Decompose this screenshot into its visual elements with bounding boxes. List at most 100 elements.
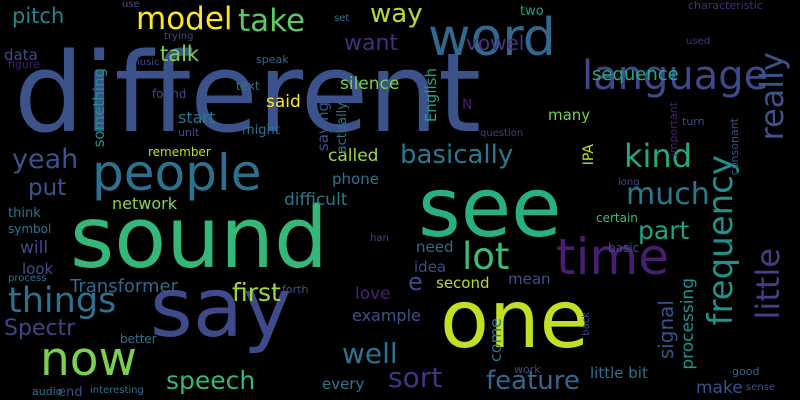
word-pitch: pitch (12, 4, 65, 28)
word-really: really (753, 52, 791, 141)
word-talk: talk (160, 42, 200, 66)
word-start: start (178, 108, 216, 127)
word-turn: turn (682, 115, 705, 128)
word-good: good (732, 365, 760, 378)
word-signal: signal (654, 300, 678, 360)
word-think: think (8, 206, 41, 221)
word-music: music (130, 57, 160, 68)
word-model: model (136, 1, 233, 37)
word-data: data (4, 46, 38, 64)
word-difficult: difficult (284, 190, 348, 210)
word-put: put (28, 175, 67, 201)
word-n: N (462, 97, 473, 113)
word-first: first (232, 278, 281, 307)
word-transformer: Transformer (70, 276, 179, 297)
word-spectr: Spectr (4, 316, 76, 341)
word-will: will (20, 238, 49, 258)
word-figure: figure (8, 58, 40, 71)
word-long: long (618, 177, 640, 188)
word-two: two (520, 4, 544, 19)
word-better: better (120, 332, 157, 346)
word-one: one (440, 273, 589, 366)
word-trying: trying (164, 31, 194, 42)
word-idea: idea (414, 258, 447, 276)
word-work: work (514, 363, 541, 376)
word-unit: unit (178, 126, 200, 139)
word-mean: mean (508, 270, 551, 288)
word-example: example (352, 306, 421, 325)
word-process: process (8, 273, 47, 284)
word-said: said (266, 92, 301, 112)
word-audio: audio (32, 385, 63, 398)
word-important: important (667, 102, 680, 157)
word-characteristic: characteristic (688, 0, 763, 12)
word-word: word (428, 8, 556, 68)
word-need: need (416, 238, 454, 256)
word-make: make (696, 378, 743, 398)
word-come: come (486, 318, 505, 363)
word-basically: basically (400, 140, 514, 170)
word-love: love (355, 284, 391, 304)
word-language: language (582, 53, 769, 99)
word-little: little (749, 248, 787, 320)
word-network: network (112, 194, 177, 213)
word-consonant: consonant (728, 118, 741, 176)
word-people: people (92, 144, 262, 202)
word-han: han (370, 233, 389, 244)
word-something: something (90, 68, 108, 148)
word-say: say (150, 261, 292, 356)
word-forth: forth (282, 283, 309, 296)
word-interesting: interesting (90, 385, 144, 396)
word-look: look (22, 260, 54, 278)
word-see: see (418, 161, 562, 256)
word-question: question (480, 128, 524, 139)
word-called: called (328, 146, 379, 166)
word-saying: saying (314, 102, 332, 152)
word-vowel: vowel (466, 31, 525, 55)
word-english: English (422, 68, 440, 123)
word-found: found (152, 87, 187, 101)
word-might: might (242, 123, 280, 138)
word-lot: lot (462, 235, 510, 278)
word-many: many (548, 106, 591, 124)
word-ipa: IPA (581, 144, 597, 166)
word-things: things (8, 281, 117, 321)
word-way: way (370, 0, 423, 29)
word-every: every (322, 375, 365, 393)
word-different: different (14, 29, 482, 157)
word-back: back (581, 312, 592, 336)
word-text: text (236, 79, 260, 93)
word-silence: silence (340, 74, 400, 94)
word-certain: certain (596, 211, 638, 225)
word-basic: basic (608, 241, 640, 255)
word-remember: remember (148, 145, 211, 159)
word-processing: processing (678, 278, 698, 370)
word-much: much (626, 177, 710, 212)
word-time: time (556, 228, 669, 286)
word-phone: phone (332, 170, 379, 188)
word-speak: speak (256, 53, 289, 66)
word-well: well (342, 337, 398, 370)
word-take: take (238, 3, 306, 39)
word-kind: kind (624, 137, 693, 175)
word-speech: speech (166, 366, 256, 395)
word-sound: sound (70, 189, 328, 288)
word-sense: sense (746, 382, 776, 393)
word-second: second (436, 274, 490, 292)
word-actually: actually (335, 102, 350, 154)
word-symbol: symbol (8, 222, 52, 236)
word-little-bit: little bit (590, 364, 648, 382)
word-yeah: yeah (12, 144, 79, 175)
word-feature: feature (486, 366, 580, 396)
word-e: e (408, 268, 423, 296)
word-end: end (58, 385, 83, 400)
word-now: now (40, 332, 137, 387)
word-use: use (122, 0, 140, 10)
word-sort: sort (388, 361, 443, 394)
word-part: part (638, 216, 690, 245)
word-set: set (334, 13, 350, 24)
word-sequence: sequence (592, 64, 679, 85)
word-used: used (686, 36, 711, 47)
word-want: want (344, 31, 399, 56)
